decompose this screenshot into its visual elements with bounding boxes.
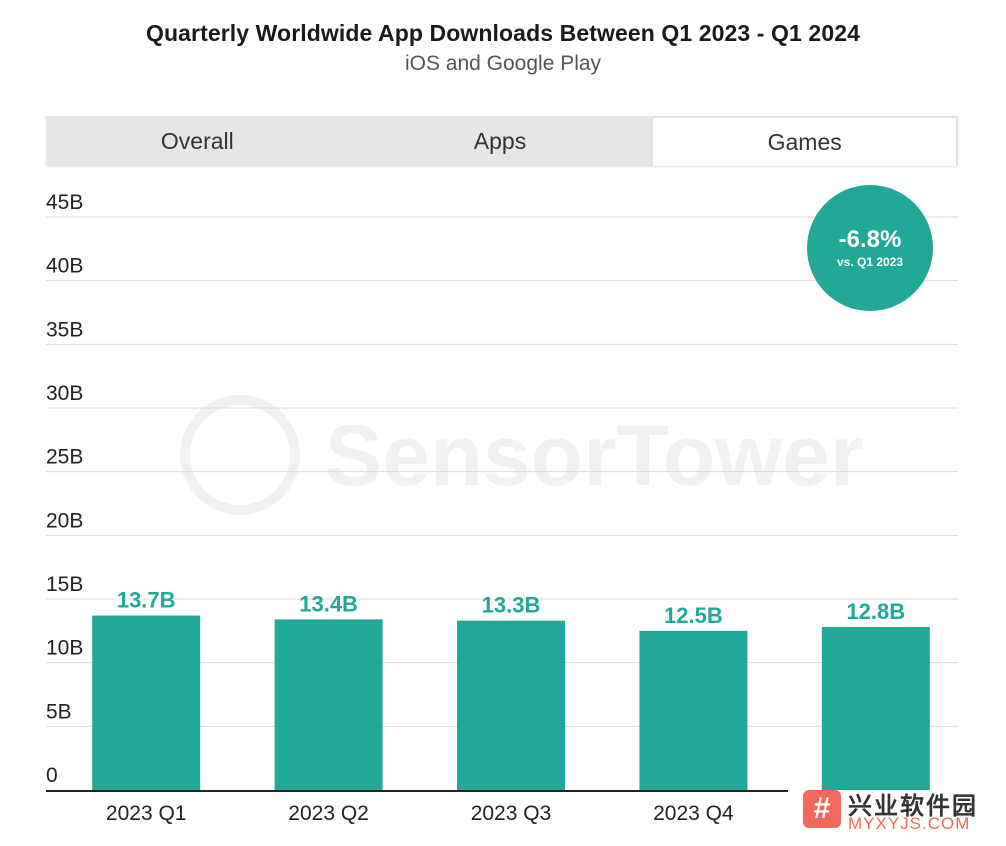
chart-title: Quarterly Worldwide App Downloads Betwee… <box>146 20 860 46</box>
watermark-url: MYXYJS.COM <box>848 814 971 833</box>
data-label: 12.8B <box>846 599 905 624</box>
badge-percent: -6.8% <box>838 226 902 253</box>
y-tick-label: 10B <box>46 637 83 660</box>
x-tick-label: 2023 Q1 <box>106 802 187 825</box>
y-tick-label: 5B <box>46 700 72 723</box>
tab-overall[interactable]: Overall <box>160 127 234 154</box>
chart-subtitle: iOS and Google Play <box>404 52 602 75</box>
x-tick-label: 2023 Q2 <box>288 802 369 825</box>
data-label: 13.7B <box>117 588 176 613</box>
x-tick-label: 2023 Q3 <box>471 802 552 825</box>
y-tick-label: 30B <box>46 382 83 405</box>
data-label: 12.5B <box>664 603 723 628</box>
y-tick-label: 0 <box>46 764 58 787</box>
y-tick-label: 35B <box>46 318 83 341</box>
yoy-change-badge: -6.8% vs. Q1 2023 <box>807 185 933 311</box>
bar <box>92 615 201 790</box>
tab-apps[interactable]: Apps <box>473 127 527 154</box>
watermark-ring <box>180 395 300 515</box>
data-label: 13.3B <box>482 593 541 618</box>
bar <box>821 627 930 790</box>
y-tick-label: 20B <box>46 509 83 532</box>
category-tabs: Overall Apps Games <box>46 116 959 166</box>
sensortower-watermark: SensorTower <box>180 395 863 515</box>
bar <box>639 630 748 790</box>
y-tick-label: 40B <box>46 255 83 278</box>
bar <box>457 620 565 790</box>
data-label: 13.4B <box>299 591 358 616</box>
watermark-text: SensorTower <box>325 408 863 504</box>
badge-comparison: vs. Q1 2023 <box>836 255 904 269</box>
site-watermark: # 兴业软件园 MYXYJS.COM <box>800 786 1000 836</box>
bar-chart: SensorTower 0 5B 10B 15B 20B 25B 30B 35B 40B 45B 13… <box>46 191 958 825</box>
y-tick-label: 45B <box>46 191 83 214</box>
tab-games[interactable]: Games <box>651 116 959 166</box>
watermark-chinese-text: 兴业软件园 <box>848 792 978 820</box>
bar <box>274 619 383 790</box>
hash-icon: # <box>803 790 841 828</box>
y-tick-label: 25B <box>46 446 83 469</box>
x-tick-label: 2023 Q4 <box>653 802 734 825</box>
y-tick-label: 15B <box>46 573 83 596</box>
